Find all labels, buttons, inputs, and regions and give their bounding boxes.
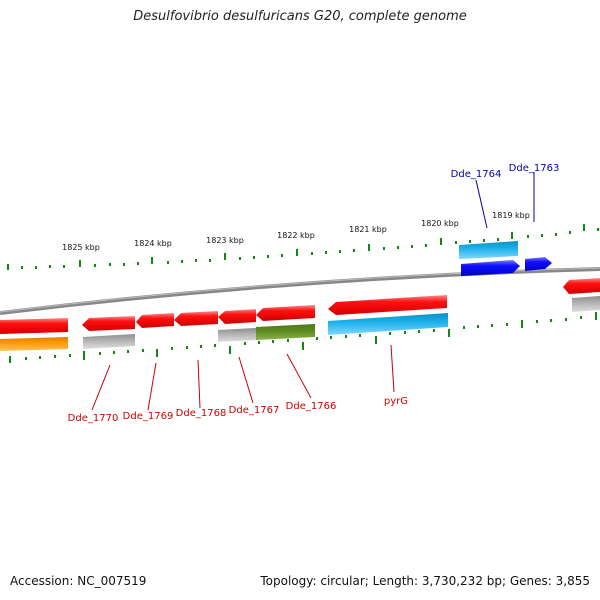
gene-box-olive[interactable]	[256, 324, 315, 340]
accession-text: Accession: NC_007519	[10, 574, 147, 588]
scale-label: 1822 kbp	[277, 231, 315, 240]
gene-label: Dde_1768	[176, 408, 227, 419]
gene-label: Dde_1767	[229, 405, 280, 416]
scale-label: 1824 kbp	[134, 239, 172, 248]
gene-label: Dde_1763	[509, 163, 560, 174]
scale-label: 1823 kbp	[206, 236, 244, 245]
scale-label: 1825 kbp	[62, 243, 100, 252]
gene-box-grey[interactable]	[83, 334, 135, 349]
gene-red-arrow[interactable]	[256, 305, 315, 321]
lower-scale-ticks	[9, 312, 597, 363]
gene-label: Dde_1766	[286, 401, 337, 412]
gene-dde-1769-arrow[interactable]	[82, 316, 135, 331]
gene-dde-1770-arrow[interactable]	[0, 318, 68, 334]
map-title: Desulfovibrio desulfuricans G20, complet…	[133, 9, 467, 24]
scale-label: 1820 kbp	[421, 219, 459, 228]
scale-label: 1819 kbp	[492, 211, 530, 220]
gene-label: Dde_1770	[68, 413, 119, 424]
scale-label: 1821 kbp	[349, 225, 387, 234]
gene-label: Dde_1764	[451, 169, 502, 180]
label-leaders-upper	[475, 172, 535, 229]
genome-backbone	[0, 267, 600, 315]
gene-box-cyan[interactable]	[328, 313, 448, 335]
gene-box-grey[interactable]	[572, 296, 600, 312]
gene-red-arrow-right[interactable]	[563, 278, 600, 294]
gene-dde-1767-arrow[interactable]	[174, 311, 218, 326]
gene-box-grey[interactable]	[218, 328, 256, 342]
gene-label: Dde_1769	[123, 411, 174, 422]
upper-scale-ticks	[7, 224, 599, 270]
genome-summary-text: Topology: circular; Length: 3,730,232 bp…	[260, 574, 590, 588]
gene-pyrg-arrow[interactable]	[328, 295, 447, 315]
gene-dde-1764-arrow[interactable]	[461, 260, 520, 276]
gene-dde-1766-arrow[interactable]	[218, 309, 256, 324]
label-leaders-lower	[91, 344, 395, 411]
gene-box-orange[interactable]	[0, 337, 68, 351]
gene-dde-1764-cyan[interactable]	[459, 241, 518, 259]
gene-dde-1763-arrow[interactable]	[525, 257, 552, 271]
gene-label: pyrG	[384, 396, 408, 407]
gene-dde-1768-arrow[interactable]	[136, 313, 174, 328]
